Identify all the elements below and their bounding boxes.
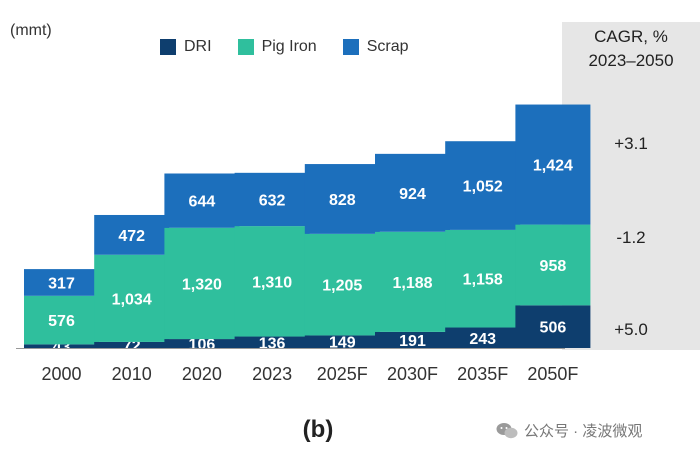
data-label-scrap-2000: 317 (48, 275, 75, 292)
legend-label-pig-iron: Pig Iron (261, 38, 317, 55)
data-label-pig-iron-2023: 1,310 (252, 274, 292, 291)
bar-segment-pig-iron-2023 (234, 226, 310, 337)
data-label-pig-iron-2030f: 1,188 (392, 275, 432, 292)
bar-segment-dri-2000 (24, 344, 99, 348)
data-label-scrap-2050f: 1,424 (533, 158, 573, 175)
data-label-dri-2023: 136 (259, 335, 286, 352)
unit-label: (mmt) (10, 22, 52, 39)
bar-segment-pig-iron-2030f (375, 231, 450, 332)
legend-label-dri: DRI (184, 38, 212, 55)
legend-swatch-dri (160, 39, 176, 55)
legend-item-scrap: Scrap (342, 38, 409, 56)
cagr-value-scrap: +3.1 (614, 134, 648, 153)
bar-segment-pig-iron-2050f (515, 224, 591, 306)
x-tick-label-2030f: 2030F (387, 364, 438, 384)
bar-segment-scrap-2000 (24, 269, 99, 296)
data-label-dri-2050f: 506 (540, 320, 567, 337)
bar-segment-scrap-2035f (445, 141, 521, 230)
data-label-pig-iron-2025f: 1,205 (322, 278, 362, 295)
bar-segment-dri-2025f (304, 335, 380, 348)
watermark: 公众号 · 凌波微观 (496, 420, 642, 441)
bar-segment-dri-2010 (94, 341, 170, 348)
bar-segment-dri-2035f (445, 327, 521, 348)
data-label-dri-2035f: 243 (469, 331, 496, 348)
x-tick-label-2050f: 2050F (527, 364, 578, 384)
data-label-pig-iron-2020: 1,320 (182, 276, 222, 293)
data-label-pig-iron-2035f: 1,158 (463, 272, 503, 289)
data-label-scrap-2023: 632 (259, 192, 286, 209)
data-label-dri-2030f: 191 (399, 333, 426, 350)
x-tick-label-2025f: 2025F (317, 364, 368, 384)
cagr-value-dri: +5.0 (614, 320, 648, 339)
data-label-pig-iron-2000: 576 (48, 313, 75, 330)
legend-item-pig-iron: Pig Iron (237, 38, 317, 56)
legend-swatch-scrap (342, 39, 359, 55)
figure-caption: (b) (302, 416, 334, 443)
bar-segment-pig-iron-2025f (304, 233, 380, 336)
data-label-dri-2020: 106 (189, 337, 216, 354)
bar-segment-scrap-2023 (234, 172, 310, 227)
bar-segment-pig-iron-2010 (94, 254, 170, 342)
cagr-title-line2: 2023–2050 (588, 51, 674, 70)
bar-segment-scrap-2020 (164, 173, 240, 228)
x-tick-label-2020: 2020 (182, 364, 222, 384)
cagr-value-pig-iron: -1.2 (616, 228, 646, 247)
x-tick-label-2000: 2000 (41, 364, 81, 384)
bar-segment-scrap-2025f (304, 164, 380, 234)
legend-swatch-pig-iron (237, 39, 254, 55)
data-label-pig-iron-2010: 1,034 (112, 291, 152, 308)
bar-segment-dri-2050f (515, 305, 591, 348)
bar-segment-pig-iron-2020 (164, 227, 240, 340)
legend: DRI Pig Iron Scrap (160, 38, 409, 56)
x-tick-label-2010: 2010 (112, 364, 152, 384)
data-label-scrap-2020: 644 (189, 194, 216, 211)
watermark-text: 公众号 · 凌波微观 (524, 423, 643, 440)
data-label-scrap-2010: 472 (118, 228, 145, 245)
data-label-scrap-2030f: 924 (399, 186, 426, 203)
x-tick-label-2035f: 2035F (457, 364, 508, 384)
bar-segment-pig-iron-2000 (24, 295, 99, 345)
data-label-scrap-2035f: 1,052 (463, 179, 503, 196)
bar-segment-scrap-2010 (94, 214, 170, 255)
bar-segment-dri-2030f (375, 331, 450, 348)
data-label-scrap-2025f: 828 (329, 192, 356, 209)
data-label-pig-iron-2050f: 958 (540, 258, 567, 275)
bar-segment-dri-2020 (164, 339, 240, 348)
x-tick-label-2023: 2023 (252, 364, 292, 384)
bar-segment-dri-2023 (234, 336, 310, 348)
data-label-dri-2010: 72 (123, 338, 141, 355)
cagr-title-line1: CAGR, % (594, 27, 668, 46)
data-label-dri-2025f: 149 (329, 335, 356, 352)
legend-label-scrap: Scrap (366, 38, 409, 55)
bar-segment-scrap-2050f (515, 104, 591, 225)
bar-segment-scrap-2030f (375, 153, 450, 232)
bar-segment-pig-iron-2035f (445, 229, 521, 328)
wechat-icon (496, 422, 518, 438)
legend-item-dri: DRI (160, 38, 212, 56)
